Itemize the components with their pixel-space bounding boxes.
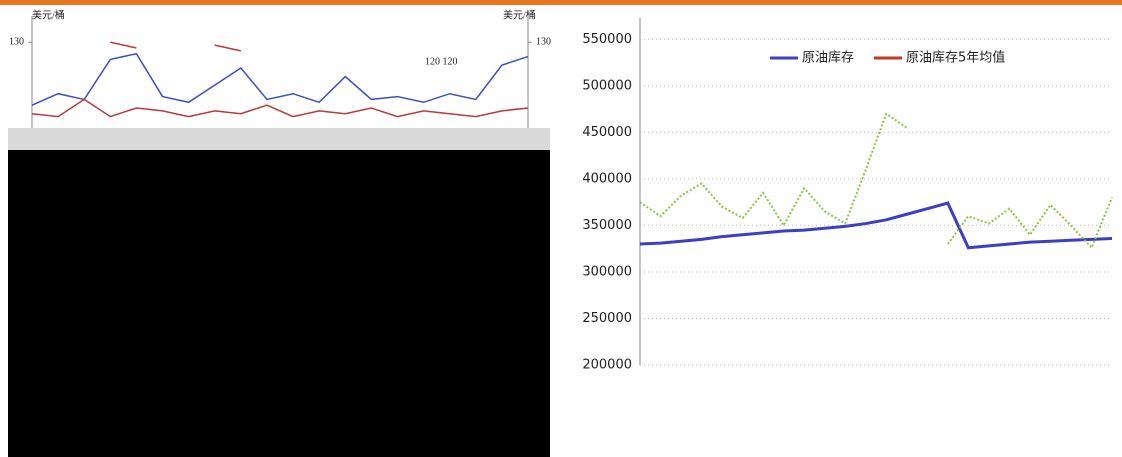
y-tick-label: 350000: [582, 218, 632, 233]
y-tick-label: 400000: [582, 171, 632, 186]
y-tick-label: 250000: [582, 311, 632, 326]
series-line: [639, 112, 1113, 250]
y-tick-label: 500000: [582, 78, 632, 93]
y2-tick-label: 130: [536, 37, 551, 48]
series-line: [110, 41, 242, 52]
y-label: 美元/桶: [32, 8, 65, 21]
series-line: [31, 98, 529, 118]
y-tick-label: 200000: [582, 358, 632, 373]
black-area: [8, 150, 550, 457]
legend-label: 原油库存: [802, 50, 854, 66]
y-tick-label: 300000: [582, 264, 632, 279]
series-line: [639, 201, 1113, 250]
y-tick-label: 130: [9, 37, 24, 48]
series-line: [31, 52, 529, 106]
top-bar: [0, 0, 1122, 5]
y-tick-label: 450000: [582, 125, 632, 140]
annotation: 120 120: [425, 56, 458, 67]
legend-label: 原油库存5年均值: [906, 50, 1005, 66]
y-tick-label: 550000: [582, 32, 632, 47]
noise-band: [8, 128, 550, 150]
y2-label: 美元/桶: [503, 8, 536, 21]
